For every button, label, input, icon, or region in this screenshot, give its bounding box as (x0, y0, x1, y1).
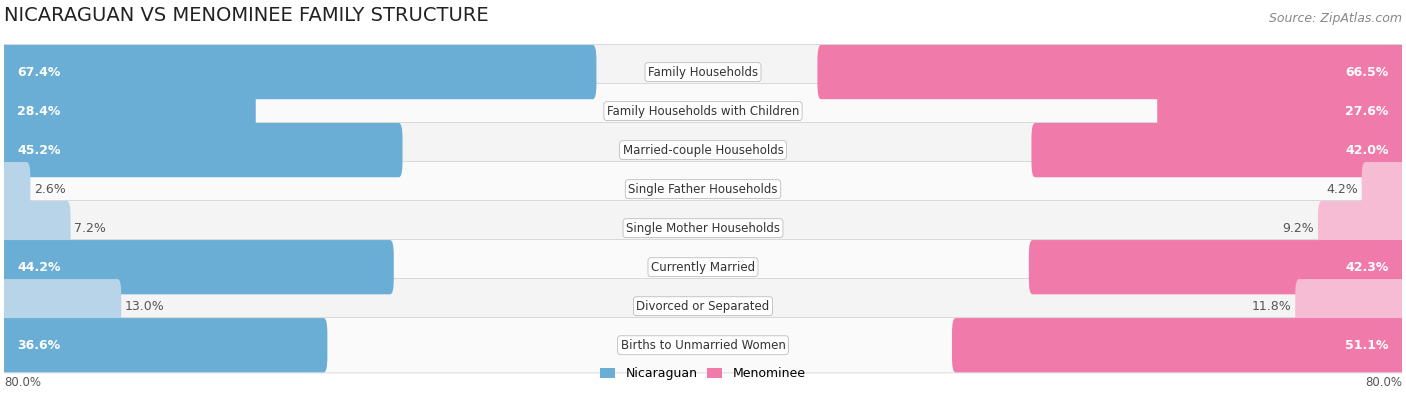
Text: 7.2%: 7.2% (75, 222, 105, 235)
FancyBboxPatch shape (0, 123, 402, 177)
Text: 80.0%: 80.0% (4, 376, 41, 389)
Text: Births to Unmarried Women: Births to Unmarried Women (620, 339, 786, 352)
FancyBboxPatch shape (1157, 84, 1406, 138)
Text: 4.2%: 4.2% (1326, 182, 1358, 196)
FancyBboxPatch shape (1, 162, 1405, 217)
Text: 80.0%: 80.0% (1365, 376, 1402, 389)
Legend: Nicaraguan, Menominee: Nicaraguan, Menominee (596, 362, 810, 386)
FancyBboxPatch shape (1361, 162, 1406, 216)
Text: 66.5%: 66.5% (1346, 66, 1389, 79)
FancyBboxPatch shape (1, 318, 1405, 373)
Text: 36.6%: 36.6% (17, 339, 60, 352)
Text: Family Households with Children: Family Households with Children (607, 105, 799, 118)
Text: 13.0%: 13.0% (125, 300, 165, 313)
FancyBboxPatch shape (1, 239, 1405, 295)
FancyBboxPatch shape (0, 240, 394, 294)
Text: 45.2%: 45.2% (17, 144, 60, 157)
Text: 42.3%: 42.3% (1346, 261, 1389, 274)
Text: Source: ZipAtlas.com: Source: ZipAtlas.com (1268, 12, 1402, 25)
FancyBboxPatch shape (817, 45, 1406, 99)
Text: Single Father Households: Single Father Households (628, 182, 778, 196)
FancyBboxPatch shape (0, 84, 256, 138)
Text: 51.1%: 51.1% (1346, 339, 1389, 352)
Text: 28.4%: 28.4% (17, 105, 60, 118)
FancyBboxPatch shape (1, 83, 1405, 139)
FancyBboxPatch shape (1317, 201, 1406, 255)
FancyBboxPatch shape (952, 318, 1406, 372)
Text: 42.0%: 42.0% (1346, 144, 1389, 157)
Text: Currently Married: Currently Married (651, 261, 755, 274)
Text: NICARAGUAN VS MENOMINEE FAMILY STRUCTURE: NICARAGUAN VS MENOMINEE FAMILY STRUCTURE (4, 6, 489, 25)
FancyBboxPatch shape (0, 279, 121, 333)
FancyBboxPatch shape (1, 122, 1405, 178)
FancyBboxPatch shape (1029, 240, 1406, 294)
FancyBboxPatch shape (1032, 123, 1406, 177)
Text: Single Mother Households: Single Mother Households (626, 222, 780, 235)
FancyBboxPatch shape (0, 162, 31, 216)
Text: 2.6%: 2.6% (34, 182, 66, 196)
Text: Married-couple Households: Married-couple Households (623, 144, 783, 157)
FancyBboxPatch shape (0, 201, 70, 255)
FancyBboxPatch shape (1, 200, 1405, 256)
FancyBboxPatch shape (1295, 279, 1406, 333)
Text: 44.2%: 44.2% (17, 261, 60, 274)
FancyBboxPatch shape (0, 318, 328, 372)
FancyBboxPatch shape (1, 278, 1405, 334)
FancyBboxPatch shape (0, 45, 596, 99)
Text: 27.6%: 27.6% (1346, 105, 1389, 118)
Text: 11.8%: 11.8% (1251, 300, 1292, 313)
Text: Family Households: Family Households (648, 66, 758, 79)
Text: 67.4%: 67.4% (17, 66, 60, 79)
Text: 9.2%: 9.2% (1282, 222, 1315, 235)
Text: Divorced or Separated: Divorced or Separated (637, 300, 769, 313)
FancyBboxPatch shape (1, 44, 1405, 100)
